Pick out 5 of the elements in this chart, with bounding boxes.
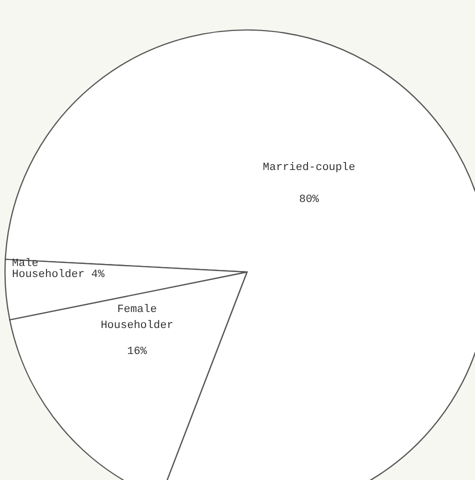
- data-label: 16%: [127, 346, 148, 358]
- slice-label: Female Householder: [100, 304, 174, 332]
- slice-label: Married-couple: [262, 162, 356, 174]
- slice-label: Male Householder 4%: [12, 258, 105, 281]
- data-label: 80%: [299, 194, 320, 206]
